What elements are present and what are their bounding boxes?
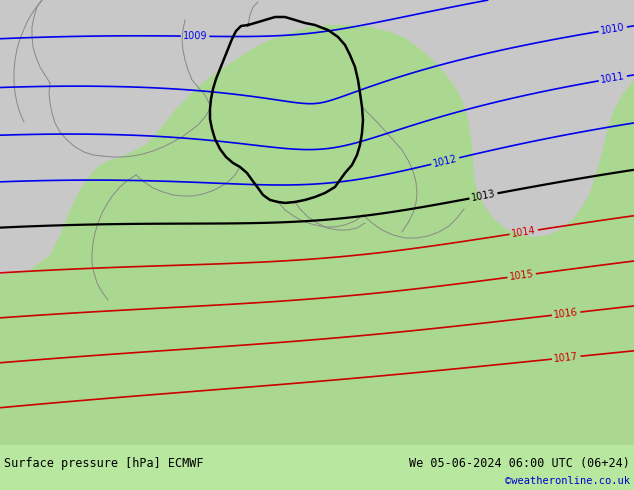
Text: 1009: 1009 [183,31,207,41]
Text: 1012: 1012 [432,153,458,169]
Text: 1014: 1014 [511,225,536,239]
Polygon shape [0,0,20,275]
Text: 1010: 1010 [600,23,626,36]
Polygon shape [0,0,634,445]
Text: Surface pressure [hPa] ECMWF: Surface pressure [hPa] ECMWF [4,457,204,469]
Text: 1015: 1015 [508,269,534,282]
Text: We 05-06-2024 06:00 UTC (06+24): We 05-06-2024 06:00 UTC (06+24) [410,457,630,469]
Polygon shape [0,0,634,275]
Text: 1013: 1013 [470,189,496,203]
Text: ©weatheronline.co.uk: ©weatheronline.co.uk [505,476,630,486]
Text: 1016: 1016 [553,307,579,320]
Text: 1017: 1017 [553,351,579,364]
Text: 1011: 1011 [600,72,626,85]
